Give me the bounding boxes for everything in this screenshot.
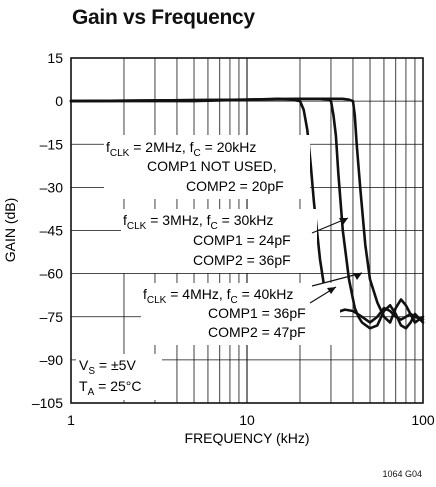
figure-id: 1064 G04 xyxy=(382,469,422,479)
y-tick-label: –75 xyxy=(40,309,64,325)
y-tick-label: –30 xyxy=(40,179,64,195)
x-tick-label: 100 xyxy=(411,412,435,428)
annotation-4mhz: fCLK = 4MHz, fC = 40kHz COMP1 = 36pF COM… xyxy=(141,283,340,345)
x-tick-label: 10 xyxy=(239,412,255,428)
annotation-3mhz: fCLK = 3MHz, fC = 30kHz COMP1 = 24pF COM… xyxy=(121,209,317,273)
x-tick-label: 1 xyxy=(67,412,75,428)
x-axis-label: FREQUENCY (kHz) xyxy=(185,430,310,446)
annotation-2mhz-line2: COMP1 NOT USED, xyxy=(147,158,277,174)
y-tick-label: –90 xyxy=(40,352,64,368)
arrow-3mhz-head xyxy=(339,218,348,225)
annotation-3mhz-line2: COMP1 = 24pF xyxy=(193,232,291,248)
annotation-2mhz-line1: fCLK = 2MHz, fC = 20kHz xyxy=(106,139,256,159)
arrow-4mhz-b-head xyxy=(353,273,362,280)
annotation-vs: VS = ±5V xyxy=(79,357,136,377)
y-tick-label: 15 xyxy=(47,50,63,66)
plot-frame xyxy=(70,57,424,404)
arrow-4mhz-b xyxy=(311,272,363,287)
annotation-2mhz: fCLK = 2MHz, fC = 20kHz COMP1 NOT USED, … xyxy=(104,135,310,199)
series-line-3 xyxy=(69,97,425,324)
annotation-4mhz-line1: fCLK = 4MHz, fC = 40kHz xyxy=(143,286,293,306)
y-axis-label: GAIN (dB) xyxy=(2,198,18,263)
x-tick-labels: 1 10 100 xyxy=(67,412,435,428)
annotation-3mhz-line1: fCLK = 3MHz, fC = 30kHz xyxy=(123,212,273,232)
y-tick-label: 0 xyxy=(55,93,63,109)
chart-title: Gain vs Frequency xyxy=(72,6,255,29)
annotation-4mhz-line2: COMP1 = 36pF xyxy=(208,305,306,321)
arrows xyxy=(309,217,363,304)
annotation-4mhz-line3: COMP2 = 47pF xyxy=(208,324,306,340)
y-tick-labels: 15 0 –15 –30 –45 –60 –75 –90 –105 xyxy=(32,50,63,411)
annotation-ta: TA = 25°C xyxy=(79,378,141,398)
y-tick-label: –105 xyxy=(32,395,63,411)
annotation-3mhz-line3: COMP2 = 36pF xyxy=(193,252,291,268)
y-tick-label: –15 xyxy=(40,136,64,152)
annotation-conditions: VS = ±5V TA = 25°C xyxy=(76,354,162,400)
y-tick-label: –60 xyxy=(40,266,64,282)
arrow-4mhz-a-head xyxy=(327,287,336,294)
y-tick-label: –45 xyxy=(40,223,64,239)
annotation-2mhz-line3: COMP2 = 20pF xyxy=(186,178,284,194)
